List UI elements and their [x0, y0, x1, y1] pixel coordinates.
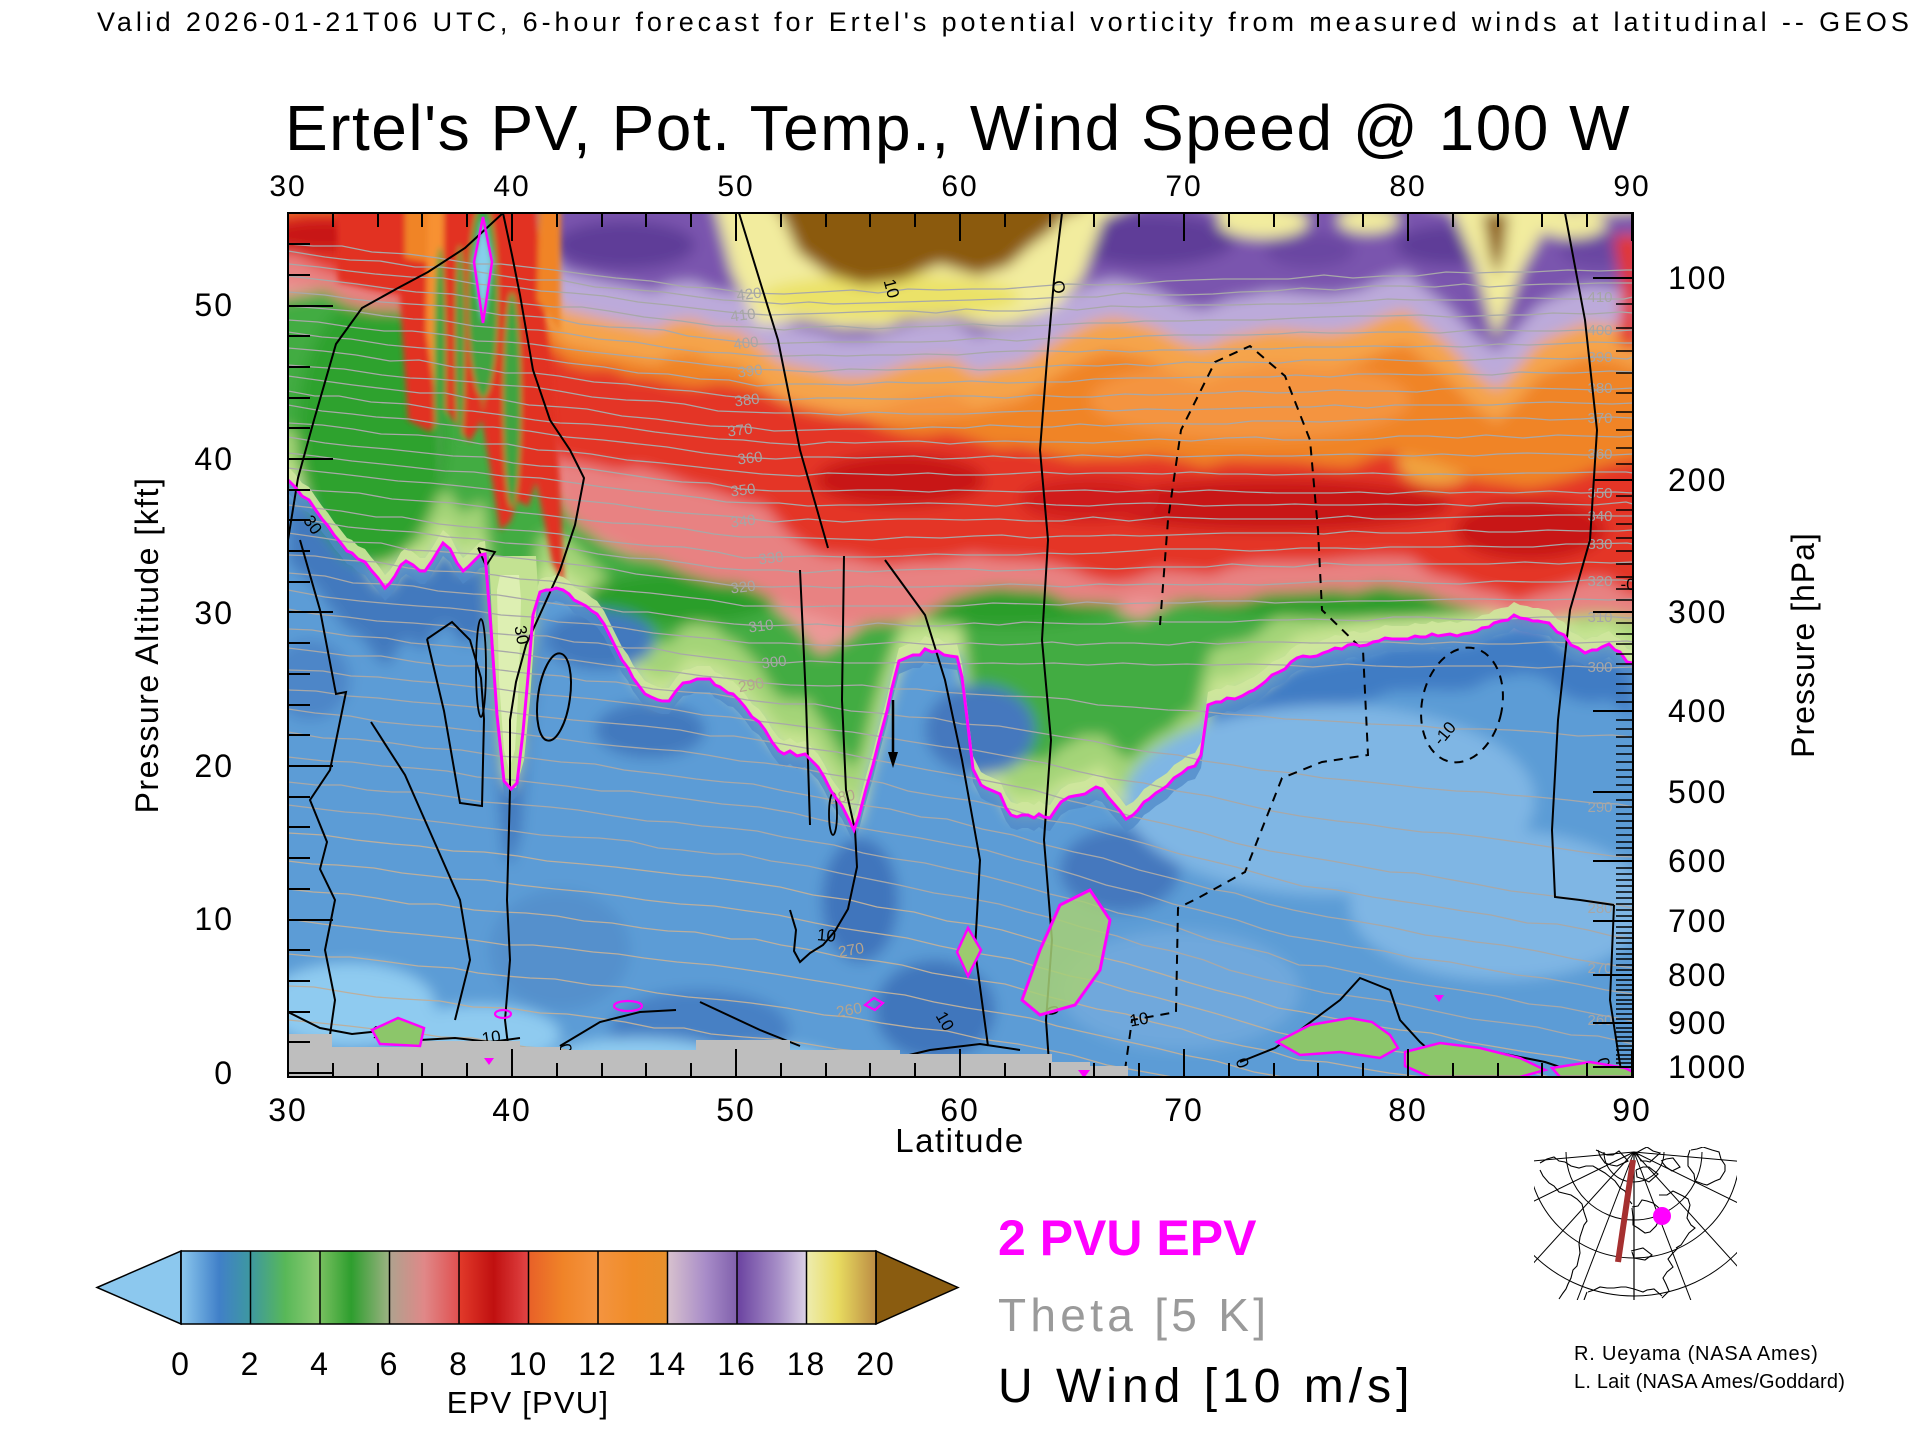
- svg-text:6: 6: [380, 1346, 400, 1382]
- svg-text:330: 330: [1587, 536, 1612, 553]
- svg-text:600: 600: [1668, 843, 1727, 879]
- svg-text:60: 60: [941, 170, 978, 203]
- svg-text:EPV [PVU]: EPV [PVU]: [447, 1385, 609, 1420]
- svg-text:330: 330: [758, 549, 785, 569]
- svg-text:0: 0: [171, 1346, 191, 1382]
- svg-text:320: 320: [730, 578, 757, 598]
- svg-text:10: 10: [880, 277, 903, 300]
- svg-text:70: 70: [1164, 1092, 1204, 1128]
- svg-text:350: 350: [1587, 485, 1612, 502]
- svg-text:400: 400: [1587, 322, 1612, 339]
- svg-text:50: 50: [717, 170, 754, 203]
- svg-text:10: 10: [1128, 1009, 1150, 1031]
- svg-text:310: 310: [1587, 609, 1612, 626]
- svg-text:380: 380: [734, 391, 761, 411]
- svg-text:10: 10: [194, 901, 234, 937]
- svg-text:30: 30: [268, 1092, 308, 1128]
- svg-text:60: 60: [940, 1092, 980, 1128]
- svg-text:50: 50: [194, 287, 234, 323]
- svg-text:18: 18: [787, 1346, 827, 1382]
- svg-text:390: 390: [737, 362, 764, 382]
- svg-text:0: 0: [214, 1055, 234, 1091]
- svg-text:U Wind [10 m/s]: U Wind [10 m/s]: [998, 1360, 1414, 1413]
- svg-text:290: 290: [1587, 799, 1612, 816]
- svg-text:270: 270: [837, 940, 866, 961]
- svg-text:70: 70: [1165, 170, 1202, 203]
- svg-text:300: 300: [1668, 594, 1727, 630]
- svg-text:290: 290: [737, 675, 766, 696]
- svg-text:4: 4: [310, 1346, 330, 1382]
- svg-text:400: 400: [733, 334, 760, 354]
- svg-text:Pressure [hPa]: Pressure [hPa]: [1785, 532, 1821, 758]
- svg-text:1000: 1000: [1668, 1049, 1747, 1085]
- svg-text:80: 80: [1389, 170, 1426, 203]
- svg-text:80: 80: [1388, 1092, 1428, 1128]
- svg-text:410: 410: [1587, 289, 1612, 306]
- svg-text:360: 360: [737, 449, 764, 469]
- svg-text:30: 30: [510, 624, 532, 646]
- svg-text:30: 30: [269, 170, 306, 203]
- svg-text:90: 90: [1613, 170, 1650, 203]
- svg-text:400: 400: [1668, 693, 1727, 729]
- svg-text:16: 16: [717, 1346, 757, 1382]
- svg-text:Pressure Altitude [kft]: Pressure Altitude [kft]: [129, 477, 165, 814]
- svg-text:40: 40: [493, 170, 530, 203]
- svg-text:Theta [5 K]: Theta [5 K]: [998, 1289, 1270, 1341]
- svg-text:360: 360: [1587, 446, 1612, 463]
- svg-text:Ertel's PV, Pot. Temp., Wind S: Ertel's PV, Pot. Temp., Wind Speed @ 100…: [285, 92, 1631, 164]
- svg-text:350: 350: [730, 481, 757, 501]
- svg-text:10: 10: [816, 925, 837, 946]
- svg-text:20: 20: [856, 1346, 896, 1382]
- svg-text:260: 260: [835, 1000, 864, 1021]
- svg-text:14: 14: [648, 1346, 688, 1382]
- svg-text:2: 2: [241, 1346, 261, 1382]
- svg-text:500: 500: [1668, 774, 1727, 810]
- svg-text:40: 40: [194, 441, 234, 477]
- svg-text:2 PVU EPV: 2 PVU EPV: [998, 1210, 1257, 1266]
- svg-text:200: 200: [1668, 462, 1727, 498]
- svg-text:300: 300: [761, 653, 788, 673]
- svg-text:900: 900: [1668, 1005, 1727, 1041]
- svg-text:Valid 2026-01-21T06 UTC, 6-hou: Valid 2026-01-21T06 UTC, 6-hour forecast…: [97, 7, 1913, 37]
- svg-text:20: 20: [194, 748, 234, 784]
- svg-text:320: 320: [1587, 573, 1612, 590]
- svg-text:10: 10: [509, 1346, 549, 1382]
- svg-text:260: 260: [1587, 1012, 1612, 1029]
- svg-text:90: 90: [1612, 1092, 1652, 1128]
- svg-text:Latitude: Latitude: [895, 1122, 1024, 1159]
- svg-text:310: 310: [748, 617, 775, 637]
- svg-text:O: O: [1048, 279, 1069, 295]
- svg-text:100: 100: [1668, 260, 1727, 296]
- svg-text:270: 270: [1587, 960, 1612, 977]
- svg-text:410: 410: [730, 306, 757, 326]
- svg-text:40: 40: [492, 1092, 532, 1128]
- svg-text:8: 8: [449, 1346, 469, 1382]
- svg-text:390: 390: [1587, 349, 1612, 366]
- svg-text:L. Lait (NASA Ames/Goddard): L. Lait (NASA Ames/Goddard): [1574, 1371, 1845, 1393]
- svg-text:370: 370: [1587, 410, 1612, 427]
- svg-text:300: 300: [1587, 659, 1612, 676]
- svg-text:800: 800: [1668, 957, 1727, 993]
- svg-text:R. Ueyama (NASA Ames): R. Ueyama (NASA Ames): [1574, 1343, 1819, 1365]
- svg-text:420: 420: [736, 285, 763, 305]
- svg-text:340: 340: [730, 512, 757, 532]
- svg-text:30: 30: [194, 595, 234, 631]
- svg-text:700: 700: [1668, 903, 1727, 939]
- svg-text:340: 340: [1587, 508, 1612, 525]
- svg-text:12: 12: [578, 1346, 618, 1382]
- svg-text:370: 370: [727, 421, 754, 441]
- svg-text:50: 50: [716, 1092, 756, 1128]
